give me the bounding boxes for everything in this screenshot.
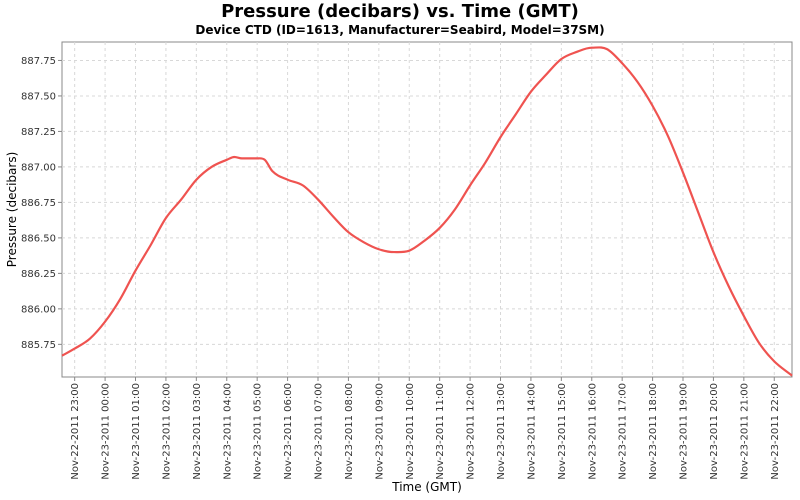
- x-tick-label: Nov-23-2011 03:00: [192, 383, 203, 480]
- x-tick-label: Nov-23-2011 21:00: [739, 383, 750, 480]
- x-tick-label: Nov-23-2011 12:00: [466, 383, 477, 480]
- x-tick-label: Nov-23-2011 05:00: [253, 383, 264, 480]
- x-tick-label: Nov-23-2011 20:00: [709, 383, 720, 480]
- y-tick-label: 886.00: [21, 304, 56, 315]
- x-tick-label: Nov-23-2011 19:00: [679, 383, 690, 480]
- x-tick-label: Nov-23-2011 13:00: [496, 383, 507, 480]
- y-tick-label: 885.75: [21, 340, 56, 351]
- x-tick-label: Nov-23-2011 11:00: [435, 383, 446, 480]
- x-tick-label: Nov-23-2011 18:00: [648, 383, 659, 480]
- grid: [62, 42, 792, 377]
- x-tick-label: Nov-23-2011 04:00: [222, 383, 233, 480]
- plot-area: [61, 41, 793, 378]
- x-tick-label: Nov-23-2011 00:00: [101, 383, 112, 480]
- x-tick-label: Nov-23-2011 17:00: [618, 383, 629, 480]
- y-tick-label: 886.75: [21, 198, 56, 209]
- x-tick-label: Nov-23-2011 08:00: [344, 383, 355, 480]
- x-tick-label: Nov-23-2011 22:00: [770, 383, 781, 480]
- x-tick-label: Nov-23-2011 14:00: [526, 383, 537, 480]
- x-tick-label: Nov-23-2011 02:00: [161, 383, 172, 480]
- series-layer: [61, 46, 793, 377]
- x-tick-label: Nov-23-2011 01:00: [131, 383, 142, 480]
- y-tick-label: 887.25: [21, 127, 56, 138]
- y-tick-label: 886.50: [21, 233, 56, 244]
- pressure-series-line: [61, 46, 793, 377]
- x-tick-label: Nov-23-2011 10:00: [405, 383, 416, 480]
- x-tick-label: Nov-23-2011 06:00: [283, 383, 294, 480]
- y-tick-label: 887.00: [21, 162, 56, 173]
- x-tick-label: Nov-23-2011 07:00: [314, 383, 325, 480]
- y-tick-label: 886.25: [21, 269, 56, 280]
- chart-title: Pressure (decibars) vs. Time (GMT): [221, 1, 579, 22]
- x-tick-label: Nov-23-2011 16:00: [587, 383, 598, 480]
- chart-subtitle: Device CTD (ID=1613, Manufacturer=Seabir…: [195, 23, 605, 37]
- x-tick-label: Nov-23-2011 09:00: [374, 383, 385, 480]
- x-tick-label: Nov-23-2011 15:00: [557, 383, 568, 480]
- y-tick-label: 887.50: [21, 91, 56, 102]
- x-tick-label: Nov-22-2011 23:00: [70, 383, 81, 480]
- axes: 885.75 886.00 886.25 886.50 886.75 887.00 887.…: [21, 56, 781, 480]
- y-tick-label: 887.75: [21, 56, 56, 67]
- x-axis-label: Time (GMT): [391, 480, 462, 494]
- y-axis-label: Pressure (decibars): [5, 152, 19, 268]
